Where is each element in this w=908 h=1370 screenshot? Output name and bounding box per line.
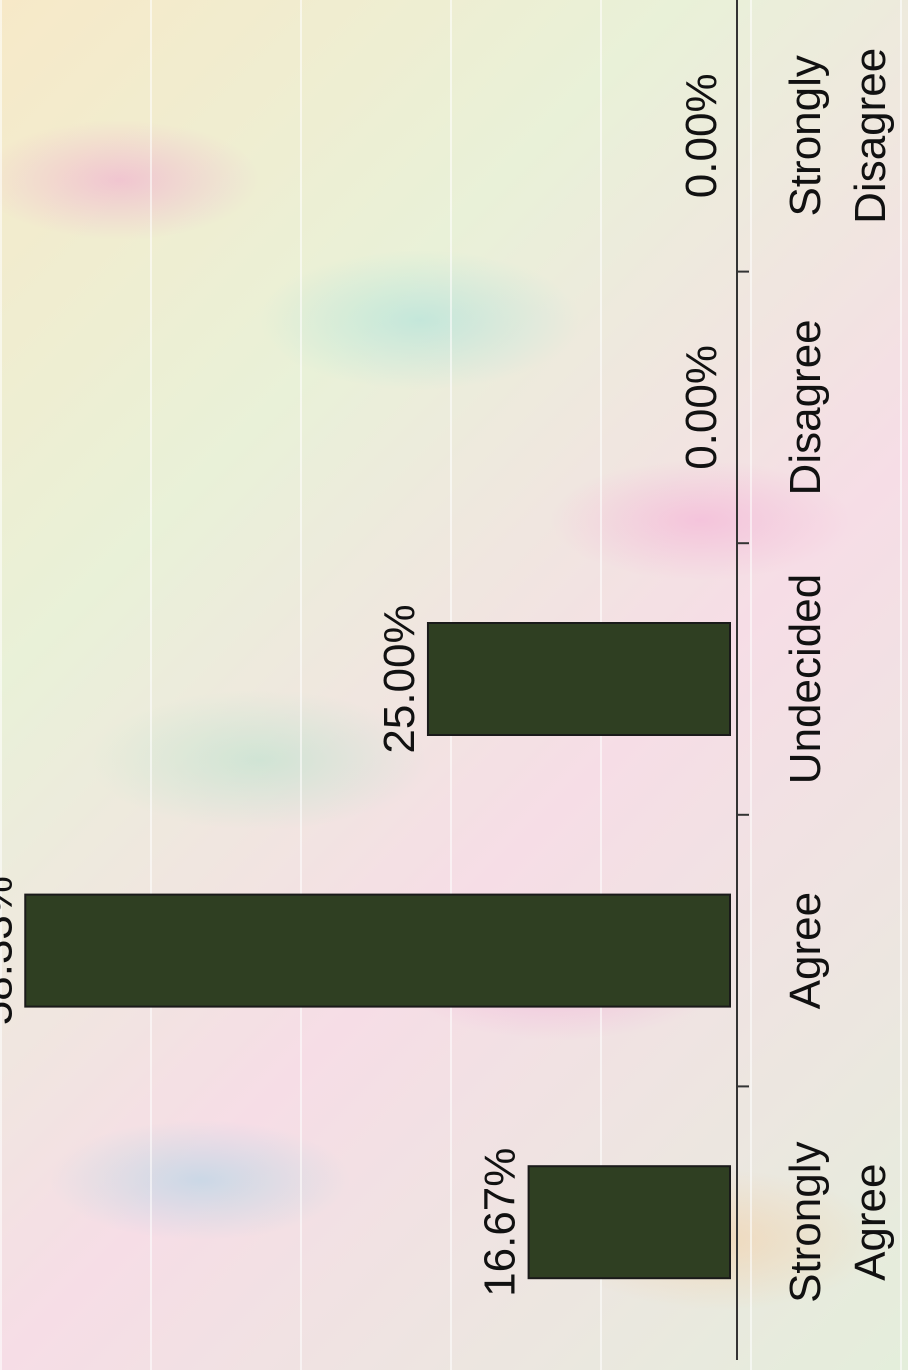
bar-undecided — [426, 622, 731, 736]
category-label: Strongly — [781, 1141, 830, 1302]
category-label: Disagree — [846, 48, 895, 224]
category-label: Agree — [781, 892, 830, 1009]
category-label: Agree — [846, 1163, 895, 1280]
data-label: 25.00% — [375, 604, 424, 753]
data-label: 58.33% — [0, 876, 21, 1025]
plot-area: 16.67% Strongly Agree 58.33% Agree 25.00% Unde… — [0, 0, 895, 1360]
category-label: Disagree — [781, 319, 830, 495]
data-label: 16.67% — [476, 1148, 525, 1297]
bar-agree — [24, 893, 731, 1008]
data-label: 0.00% — [677, 73, 726, 198]
bar-strongly-agree — [527, 1165, 731, 1280]
category-label: Undecided — [781, 574, 830, 784]
data-label: 0.00% — [677, 345, 726, 470]
category-label: Strongly — [781, 55, 830, 216]
